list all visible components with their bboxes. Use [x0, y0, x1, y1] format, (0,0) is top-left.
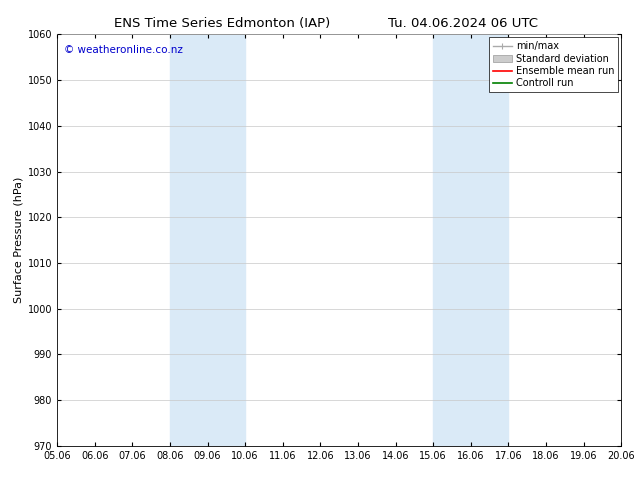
Legend: min/max, Standard deviation, Ensemble mean run, Controll run: min/max, Standard deviation, Ensemble me… — [489, 37, 618, 92]
Bar — [433, 34, 508, 446]
Text: Tu. 04.06.2024 06 UTC: Tu. 04.06.2024 06 UTC — [388, 17, 538, 30]
Title: ENS Time Series Edmonton (IAP)        Tu. 04.06.2024 06 UTC: ENS Time Series Edmonton (IAP) Tu. 04.06… — [0, 489, 1, 490]
Text: © weatheronline.co.nz: © weatheronline.co.nz — [64, 45, 183, 54]
Text: ENS Time Series Edmonton (IAP): ENS Time Series Edmonton (IAP) — [113, 17, 330, 30]
Bar — [170, 34, 245, 446]
Y-axis label: Surface Pressure (hPa): Surface Pressure (hPa) — [13, 177, 23, 303]
